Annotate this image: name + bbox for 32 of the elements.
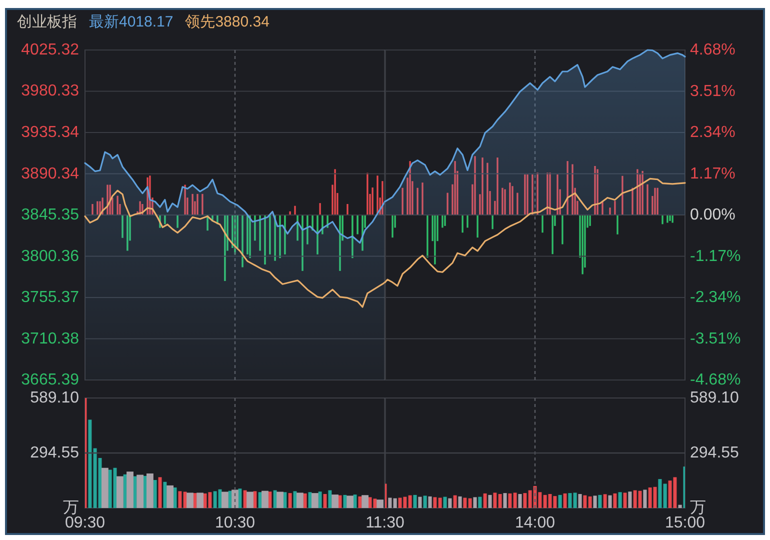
ytick-label: 3800.36 bbox=[21, 248, 79, 265]
y2tick-label: -2.34% bbox=[690, 289, 741, 306]
y2tick-label: -3.51% bbox=[690, 330, 741, 348]
y2tick-label: 0.00% bbox=[690, 206, 736, 224]
ytick-label: 3890.34 bbox=[21, 165, 79, 182]
ytick-label: 3665.39 bbox=[21, 372, 79, 388]
y2tick-label: -4.68% bbox=[690, 372, 741, 388]
ytick-label: 万 bbox=[63, 500, 79, 516]
ytick-label: 3755.37 bbox=[21, 289, 79, 306]
xtick-label: 14:00 bbox=[514, 514, 556, 532]
y2tick-label: 589.10 bbox=[690, 390, 739, 406]
ytick-label: 294.55 bbox=[30, 444, 79, 462]
ytick-label: 3980.33 bbox=[21, 82, 79, 100]
ytick-label: 3710.38 bbox=[21, 330, 79, 348]
ytick-label: 3935.34 bbox=[21, 124, 79, 141]
xtick-label: 11:30 bbox=[366, 514, 404, 532]
y2tick-label: 3.51% bbox=[690, 82, 736, 100]
title: 创业板指 bbox=[17, 14, 77, 30]
legend-item: 最新4018.17 bbox=[89, 14, 174, 30]
xtick-label: 15:00 bbox=[664, 514, 706, 532]
y2tick-label: 万 bbox=[690, 500, 706, 516]
ytick-label: 3845.35 bbox=[21, 206, 79, 224]
y2tick-label: 1.17% bbox=[690, 165, 736, 182]
y2tick-label: 294.55 bbox=[690, 444, 739, 462]
y2tick-label: 2.34% bbox=[690, 124, 736, 141]
ytick-label: 589.10 bbox=[30, 390, 79, 406]
xtick-label: 10:30 bbox=[214, 514, 256, 532]
y2tick-label: 4.68% bbox=[690, 42, 736, 58]
xtick-label: 09:30 bbox=[64, 514, 106, 532]
y2tick-label: -1.17% bbox=[690, 248, 741, 265]
legend-item: 领先3880.34 bbox=[185, 14, 270, 30]
ytick-label: 4025.32 bbox=[21, 42, 79, 58]
